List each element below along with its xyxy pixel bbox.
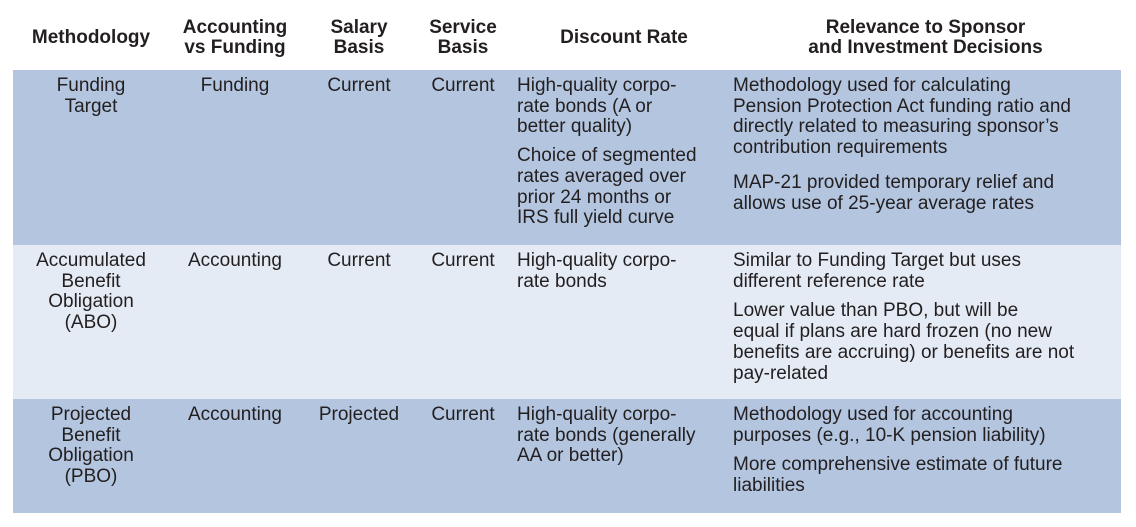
cell-text: rate bonds [517,270,607,292]
header-accounting-vs-funding: Accounting vs Funding [171,18,299,58]
cell-text: High-quality corpo- [517,404,677,425]
header-text: Discount Rate [560,27,688,48]
cell-text: Similar to Funding Target but uses [733,250,1021,271]
header-salary-basis: Salary Basis [303,18,415,58]
paragraph: Similar to Funding Target but uses diffe… [733,250,1118,292]
cell-text: Methodology used for accounting [733,404,1013,425]
paragraph: High-quality corpo- rate bonds (generall… [517,404,731,467]
cell-methodology: Funding Target [13,75,169,117]
header-text: Basis [333,37,385,58]
cell-accounting-vs-funding: Funding [200,75,270,96]
cell-text: contribution requirements [733,137,948,159]
header-text: Basis [437,37,489,58]
cell-text: rates averaged over [517,165,686,187]
paragraph: MAP-21 provided temporary relief and all… [733,171,1118,214]
cell-text: AA or better) [517,445,624,467]
cell-text: Obligation [48,445,134,467]
header-text: Service [429,17,497,38]
cell-text: better quality) [517,116,633,138]
cell-text: equal if plans are hard frozen (no new [733,321,1052,343]
cell-salary-basis: Current [327,250,391,271]
table-header: Methodology Accounting vs Funding Salary… [13,0,1121,70]
cell-text: Target [64,95,118,117]
table-row-pbo: Projected Benefit Obligation (PBO) Accou… [13,399,1121,513]
cell-text: Funding [56,75,126,96]
cell-text: benefits are accruing) or benefits are n… [733,341,1075,363]
cell-text: Accumulated [36,250,146,271]
cell-text: purposes (e.g., 10-K pension liability) [733,424,1046,446]
cell-text: different reference rate [733,270,925,292]
cell-text: High-quality corpo- [517,250,677,271]
cell-accounting-vs-funding: Accounting [187,250,282,271]
header-discount-rate: Discount Rate [517,28,731,48]
cell-text: Lower value than PBO, but will be [733,300,1019,322]
header-text: Salary [330,17,388,38]
cell-service-basis: Current [431,75,495,96]
cell-text: Pension Protection Act funding ratio and [733,95,1072,117]
cell-text: Methodology used for calculating [733,75,1011,96]
cell-text: pay-related [733,362,829,384]
cell-text: More comprehensive estimate of future [733,454,1063,476]
cell-relevance: Similar to Funding Target but uses diffe… [733,250,1118,392]
cell-text: prior 24 months or [517,186,672,208]
cell-text: IRS full yield curve [517,207,675,229]
cell-discount-rate: High-quality corpo- rate bonds (generall… [517,404,731,475]
cell-text: (PBO) [64,466,118,488]
header-service-basis: Service Basis [417,18,509,58]
paragraph: Methodology used for calculating Pension… [733,75,1118,159]
paragraph: Choice of segmented rates averaged over … [517,145,731,229]
paragraph: Methodology used for accounting purposes… [733,404,1118,446]
cell-text: MAP-21 provided temporary relief and [733,171,1055,193]
header-text: Relevance to Sponsor [825,17,1026,38]
header-relevance: Relevance to Sponsor and Investment Deci… [733,18,1118,58]
cell-salary-basis: Projected [318,404,400,425]
header-text: vs Funding [184,37,286,58]
cell-text: High-quality corpo- [517,75,677,96]
cell-methodology: Accumulated Benefit Obligation (ABO) [13,250,169,334]
cell-text: liabilities [733,475,805,497]
cell-text: Benefit [61,424,121,446]
cell-text: directly related to measuring sponsor’s [733,116,1059,138]
cell-methodology: Projected Benefit Obligation (PBO) [13,404,169,488]
paragraph: More comprehensive estimate of future li… [733,455,1118,496]
header-text: Accounting [182,17,288,38]
paragraph: High-quality corpo- rate bonds [517,250,731,292]
paragraph: High-quality corpo- rate bonds (A or bet… [517,75,731,138]
cell-text: Projected [50,404,132,425]
cell-salary-basis: Current [327,75,391,96]
cell-text: (ABO) [64,312,118,334]
cell-text: rate bonds (A or [517,95,653,117]
cell-text: rate bonds (generally [517,424,696,446]
paragraph: Lower value than PBO, but will be equal … [733,301,1118,384]
cell-relevance: Methodology used for calculating Pension… [733,75,1118,222]
cell-text: Obligation [48,291,134,313]
cell-text: Benefit [61,270,121,292]
cell-accounting-vs-funding: Accounting [187,404,282,425]
header-methodology: Methodology [13,28,169,48]
cell-discount-rate: High-quality corpo- rate bonds (A or bet… [517,75,731,237]
cell-service-basis: Current [431,250,495,271]
cell-relevance: Methodology used for accounting purposes… [733,404,1118,505]
cell-service-basis: Current [431,404,495,425]
table-row-funding-target: Funding Target Funding Current Current H… [13,70,1121,245]
cell-discount-rate: High-quality corpo- rate bonds [517,250,731,300]
table-row-abo: Accumulated Benefit Obligation (ABO) Acc… [13,245,1121,399]
header-text: and Investment Decisions [808,37,1043,58]
header-text: Methodology [31,27,151,48]
cell-text: allows use of 25-year average rates [733,192,1034,214]
cell-text: Choice of segmented [517,145,697,167]
